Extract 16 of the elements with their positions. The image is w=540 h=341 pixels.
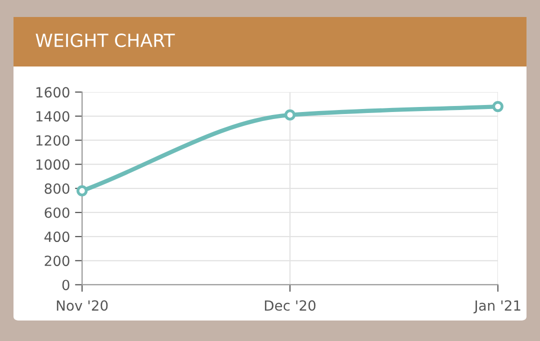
- y-tick-label: 1000: [36, 159, 70, 170]
- y-tick-label: 200: [44, 256, 70, 266]
- x-tick-label: Jan '21: [474, 300, 520, 314]
- y-tick-label: 1400: [36, 111, 70, 122]
- y-tick-label: 1200: [36, 135, 70, 146]
- y-tick-label: 800: [44, 183, 70, 194]
- y-tick-label: 1600: [36, 87, 70, 98]
- point: [492, 100, 504, 112]
- point: [76, 185, 88, 196]
- y-tick-label: 0: [62, 280, 70, 290]
- x-tick-label: Dec '20: [264, 300, 316, 311]
- point: [284, 109, 296, 121]
- y-tick-label: 600: [44, 207, 70, 218]
- x-tick-label: Nov '20: [56, 300, 108, 311]
- chart-title: WEIGHT CHART: [36, 34, 175, 48]
- y-tick-label: 400: [44, 232, 70, 242]
